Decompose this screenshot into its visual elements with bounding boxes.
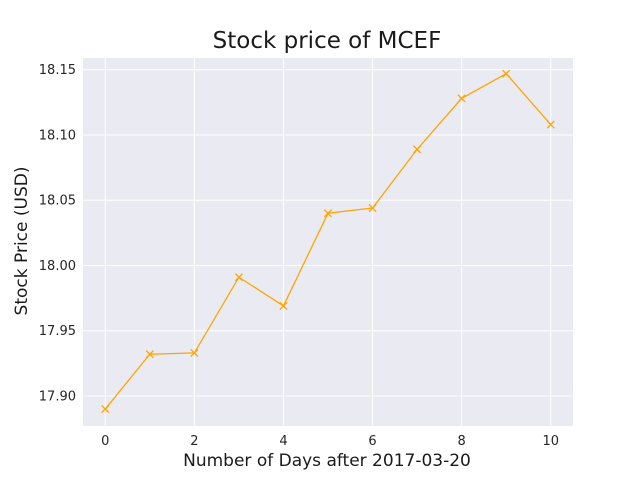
data-point-marker — [323, 209, 333, 218]
x-axis-label: Number of Days after 2017-03-20 — [183, 451, 471, 471]
x-tick-label: 6 — [368, 434, 376, 449]
x-tick-label: 10 — [542, 434, 559, 449]
y-tick-label: 18.15 — [39, 63, 76, 78]
chart-title: Stock price of MCEF — [213, 28, 442, 54]
x-tick-label: 4 — [279, 434, 287, 449]
data-point-marker — [234, 273, 243, 282]
y-axis-ticks: 17.90 17.95 18.00 18.05 18.10 18.15 — [39, 63, 76, 404]
y-tick-label: 18.05 — [39, 194, 76, 209]
y-tick-label: 17.95 — [39, 324, 76, 339]
y-axis-label: Stock Price (USD) — [12, 167, 32, 316]
y-tick-label: 17.90 — [39, 389, 76, 404]
series-group — [101, 69, 555, 414]
x-tick-label: 0 — [101, 434, 109, 449]
y-tick-label: 18.10 — [39, 128, 76, 143]
data-point-marker — [145, 350, 154, 359]
x-axis-ticks: 0 2 4 6 8 10 — [101, 434, 559, 449]
x-tick-label: 2 — [190, 434, 198, 449]
data-point-marker — [457, 94, 466, 103]
data-point-marker — [101, 404, 110, 414]
data-point-marker — [190, 348, 199, 357]
y-tick-label: 18.00 — [39, 259, 76, 274]
data-point-marker — [502, 69, 511, 78]
data-point-marker — [546, 120, 555, 129]
plot-area — [83, 58, 573, 426]
data-point-marker — [279, 301, 288, 311]
x-tick-label: 8 — [457, 434, 465, 449]
data-point-marker — [413, 145, 422, 154]
grid — [83, 58, 573, 426]
data-point-marker — [368, 204, 377, 213]
